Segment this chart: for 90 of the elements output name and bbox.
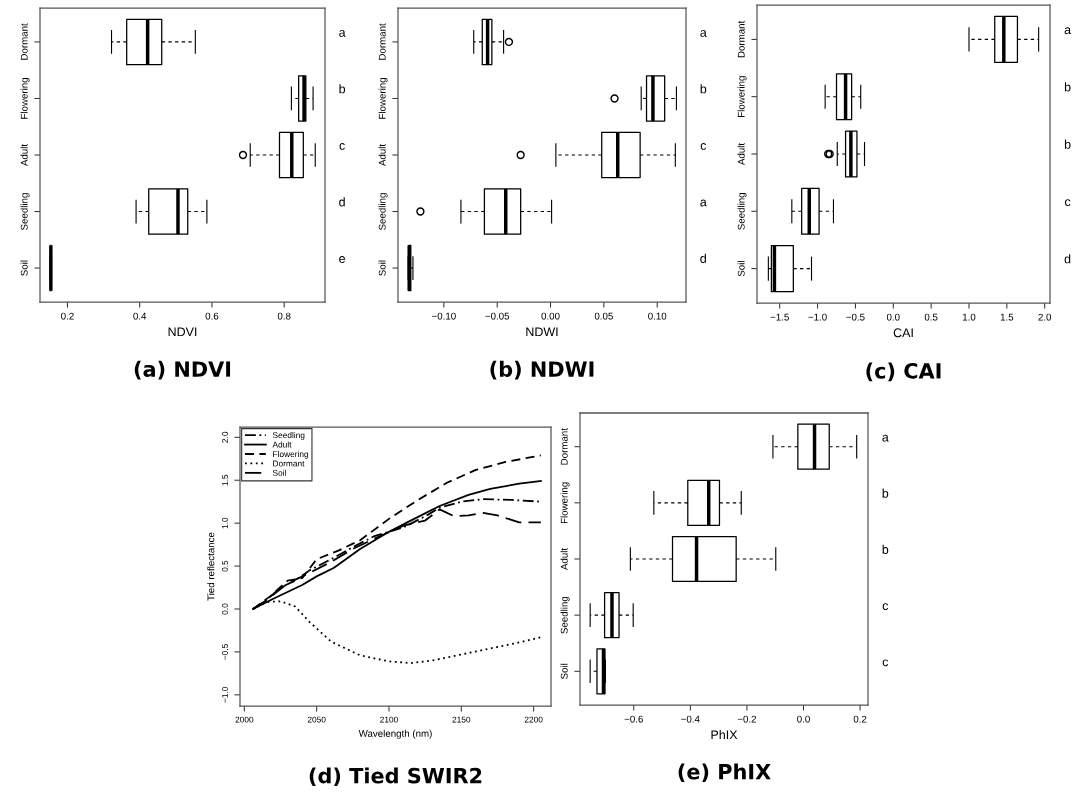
text: c [882,603,889,611]
x-tick-label: 0.0 [797,715,810,723]
text: b [882,544,889,554]
text: b [1064,139,1071,149]
y-tick-label: Adult [378,143,386,167]
text: b [700,84,707,94]
x-tick-label: 0.5 [924,313,938,321]
y-tick-label: 2.0 [222,431,228,443]
x-tick-label: −0.5 [846,313,865,321]
y-tick-label: Dormant [20,23,28,60]
y-tick-label: Adult [560,547,568,571]
x-tick-label: 0.2 [853,715,867,723]
y-tick-label: 0.0 [222,603,228,615]
x-axis-title: PhIX [711,730,738,740]
x-tick-label: 0.00 [541,312,560,320]
text: c [700,143,707,150]
x-tick-label: 2050 [307,716,326,723]
x-tick-label: 0.0 [886,313,900,321]
x-tick-label: 2000 [235,716,254,723]
text: a [700,29,707,37]
y-tick-label: Dormant [560,428,568,465]
y-tick-label: 1.0 [222,517,228,529]
y-axis-title: Tied reflectance [207,532,215,601]
text: a [1064,27,1072,35]
y-tick-label: Seedling [20,193,30,231]
text: b [1064,82,1071,92]
x-axis-title: NDVI [168,327,197,337]
y-tick-label: Dormant [378,23,386,60]
y-tick-label: −0.5 [222,644,228,660]
legend-label: Flowering [273,450,309,459]
text: (b) NDWI [490,360,594,380]
y-tick-label: Soil [20,260,28,276]
x-tick-label: 2150 [452,716,471,723]
text: (c) CAI [866,362,941,382]
text: b [339,84,346,94]
x-tick-label: −0.10 [432,312,456,320]
y-tick-label: Seedling [560,596,570,634]
text: a [700,199,707,207]
x-tick-label: 2.0 [1038,313,1052,321]
text: e [339,256,346,263]
y-tick-label: Soil [560,663,568,679]
text: c [1064,199,1071,207]
y-tick-label: Soil [737,261,745,277]
text: b [882,488,889,498]
x-tick-label: 2100 [380,716,398,723]
y-tick-label: Flowering [20,78,30,119]
text: d [700,253,706,263]
x-tick-label: −0.4 [681,715,700,723]
x-tick-label: −0.05 [485,312,510,320]
y-tick-label: Soil [378,260,386,276]
x-tick-label: −1.5 [770,313,789,321]
legend-label: Dormant [273,460,305,467]
x-tick-label: 0.05 [594,312,613,320]
x-tick-label: 0.8 [277,312,291,320]
y-tick-label: −1.0 [222,686,228,703]
x-tick-label: 1.5 [1000,313,1014,321]
x-axis-title: Wavelength (nm) [358,729,432,739]
y-tick-label: Adult [20,143,28,167]
y-tick-label: Adult [737,142,745,166]
legend-label: Adult [272,441,292,448]
text: c [339,143,345,150]
legend-label: Seedling [272,432,305,440]
x-tick-label: 2200 [524,716,543,723]
y-tick-label: Dormant [737,20,745,58]
text: d [339,197,345,207]
x-tick-label: 1.0 [962,313,976,321]
y-tick-label: 0.5 [222,560,228,572]
x-tick-label: −1.0 [808,313,827,321]
text: a [882,434,889,442]
text: (a) NDVI [134,360,231,380]
x-tick-label: 0.6 [205,312,219,320]
y-tick-label: Seedling [737,193,747,230]
x-tick-label: −0.2 [737,715,757,723]
y-tick-label: Flowering [378,78,388,119]
y-tick-label: Flowering [737,76,747,117]
y-tick-label: Seedling [378,193,388,231]
text: (e) PhIX [678,763,771,782]
y-tick-label: Flowering [560,482,570,524]
x-tick-label: −0.6 [624,715,643,723]
text: a [339,29,346,37]
text: d [1064,254,1071,264]
text: (d) Tied SWIR2 [309,767,482,786]
x-tick-label: 0.10 [648,312,667,320]
y-tick-label: 1.5 [222,474,228,486]
x-axis-title: NDWI [526,327,558,337]
text: c [882,659,889,667]
x-axis-title: CAI [893,328,913,338]
x-tick-label: 0.4 [133,312,147,320]
x-tick-label: 0.2 [61,312,74,320]
legend-label: Soil [272,469,286,476]
